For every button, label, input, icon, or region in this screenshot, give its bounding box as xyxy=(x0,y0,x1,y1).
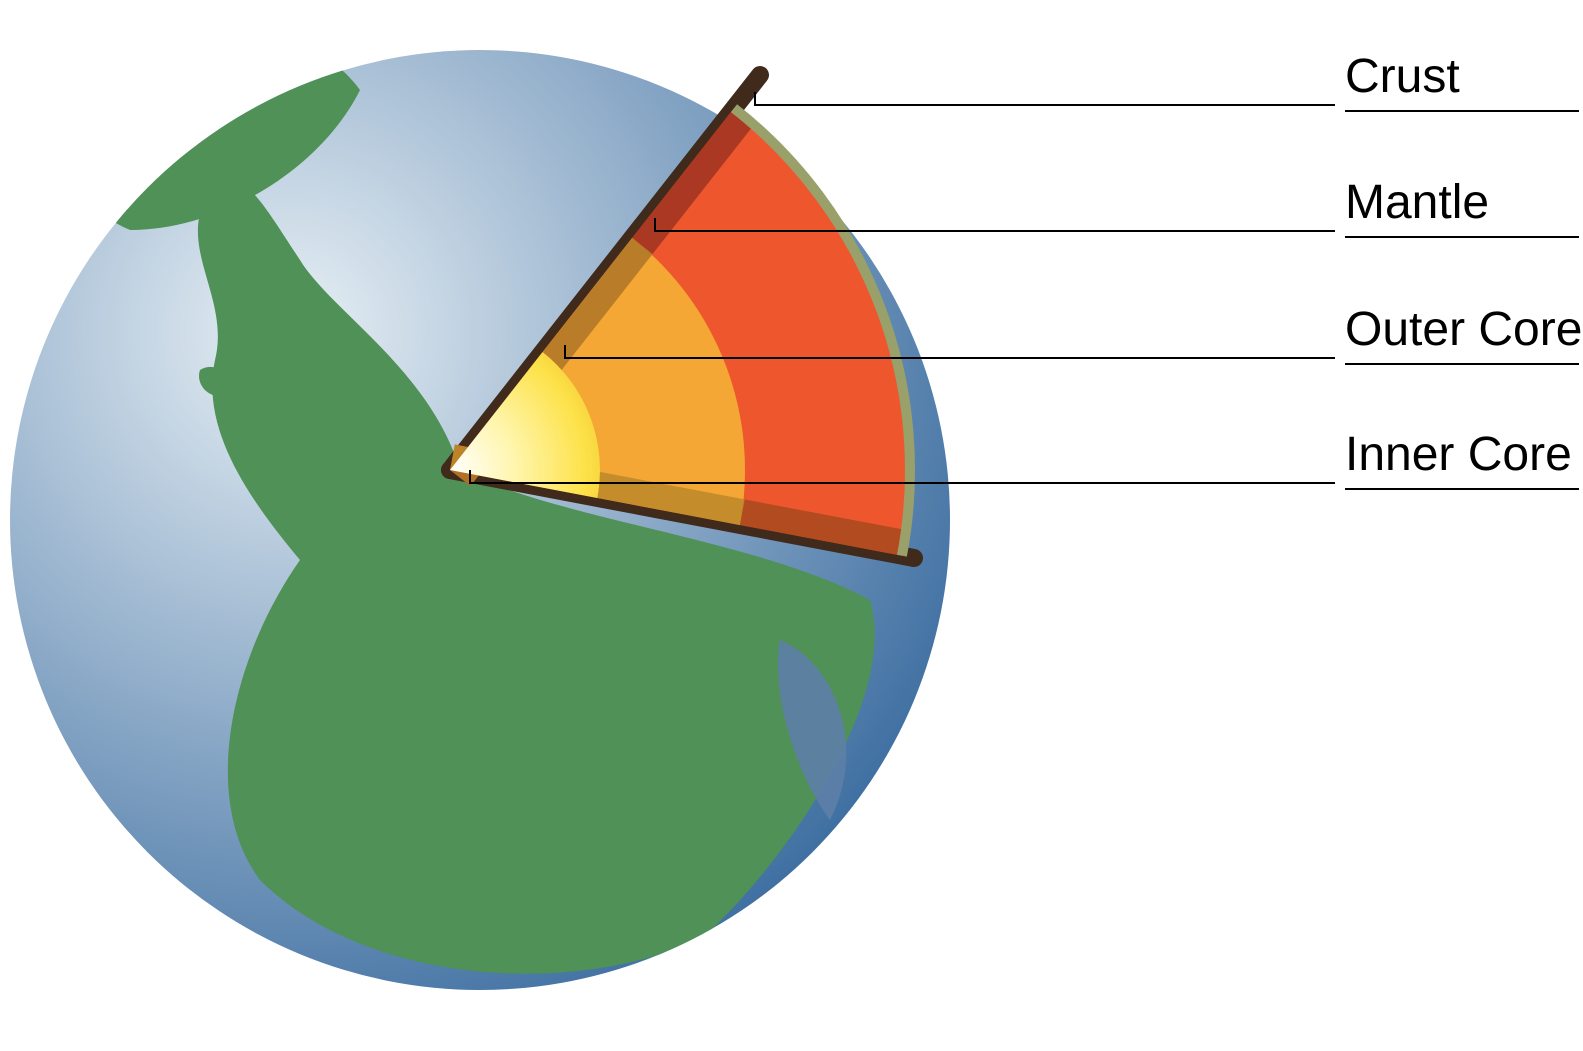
label-inner-core: Inner Core xyxy=(1345,427,1579,490)
earth-layers-diagram: Crust Mantle Outer Core Inner Core xyxy=(0,0,1583,1051)
label-crust: Crust xyxy=(1345,49,1579,112)
label-outer-core: Outer Core xyxy=(1345,302,1579,365)
earth-cutaway-svg xyxy=(0,0,1583,1051)
label-mantle: Mantle xyxy=(1345,175,1579,238)
